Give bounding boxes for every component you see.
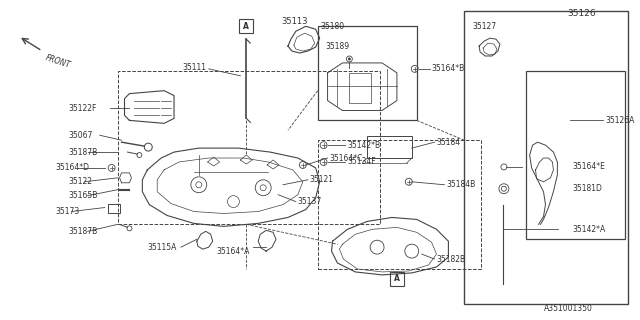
Bar — [108, 204, 120, 213]
Text: A: A — [243, 22, 250, 31]
Text: 35111: 35111 — [182, 63, 206, 72]
Text: 35184: 35184 — [436, 138, 461, 147]
Text: 35181D: 35181D — [572, 184, 602, 193]
Text: 35164*A: 35164*A — [216, 247, 250, 256]
Text: 35142*B: 35142*B — [348, 141, 381, 150]
Text: 35165B: 35165B — [68, 191, 97, 200]
Text: 35137: 35137 — [298, 197, 322, 206]
Text: 35180: 35180 — [321, 22, 345, 31]
Text: 35189: 35189 — [326, 42, 349, 51]
Bar — [464, 12, 628, 304]
Bar — [317, 140, 481, 269]
Text: 35187B: 35187B — [68, 148, 97, 156]
Text: 35122F: 35122F — [68, 104, 97, 113]
Bar — [239, 19, 253, 33]
Text: FRONT: FRONT — [44, 53, 72, 70]
Text: 35121: 35121 — [310, 175, 333, 184]
Text: 35115A: 35115A — [147, 243, 177, 252]
Text: 35067: 35067 — [68, 131, 92, 140]
Text: 35182B: 35182B — [436, 254, 466, 264]
Bar — [367, 136, 412, 158]
Text: 35164*E: 35164*E — [572, 163, 605, 172]
Text: 35126A: 35126A — [605, 116, 634, 125]
Text: 35113: 35113 — [281, 17, 307, 26]
Bar — [390, 272, 404, 286]
Text: 35164*B: 35164*B — [431, 64, 465, 73]
Text: 35164*C: 35164*C — [330, 154, 363, 163]
Text: 35126: 35126 — [567, 9, 596, 18]
Bar — [317, 26, 417, 120]
Text: 35127: 35127 — [472, 22, 496, 31]
Text: 35122: 35122 — [68, 177, 92, 186]
Circle shape — [346, 56, 353, 62]
Bar — [118, 71, 380, 224]
Text: A: A — [394, 274, 400, 284]
Bar — [349, 73, 371, 102]
Circle shape — [348, 58, 351, 60]
Bar — [525, 71, 625, 239]
Text: A351001350: A351001350 — [543, 304, 593, 313]
Text: 35187B: 35187B — [68, 227, 97, 236]
Text: 35164*D: 35164*D — [55, 164, 89, 172]
Text: 35184B: 35184B — [447, 180, 476, 189]
Text: 35142*A: 35142*A — [572, 225, 605, 234]
Text: 35134F: 35134F — [348, 157, 376, 166]
Text: 35173: 35173 — [55, 207, 79, 216]
